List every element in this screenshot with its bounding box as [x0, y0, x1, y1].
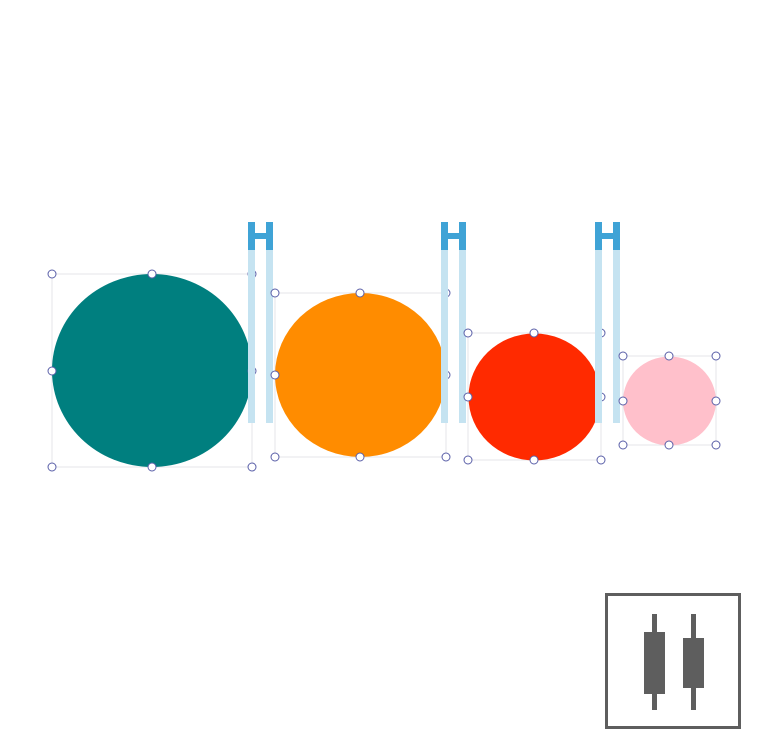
guide-bar-left	[441, 250, 448, 423]
handle-sw[interactable]	[48, 463, 56, 471]
handle-sw[interactable]	[619, 441, 627, 449]
handle-n[interactable]	[356, 289, 364, 297]
circle-pink[interactable]	[623, 357, 716, 446]
guide-bar-right	[613, 250, 620, 423]
handle-se[interactable]	[597, 456, 605, 464]
circle-teal[interactable]	[52, 274, 252, 467]
handle-nw[interactable]	[619, 352, 627, 360]
spacing-guide-icon	[248, 222, 273, 250]
shape-circle-orange[interactable]	[271, 289, 450, 461]
handle-se[interactable]	[442, 453, 450, 461]
spacing-guide-1	[248, 222, 273, 423]
spacing-guide-icon	[441, 222, 466, 250]
shape-circle-pink[interactable]	[619, 352, 720, 449]
handle-se[interactable]	[248, 463, 256, 471]
handle-n[interactable]	[530, 329, 538, 337]
handle-ne[interactable]	[712, 352, 720, 360]
handle-e[interactable]	[712, 397, 720, 405]
spacing-guide-icon	[595, 222, 620, 250]
circle-orange[interactable]	[275, 293, 446, 457]
handle-se[interactable]	[712, 441, 720, 449]
handle-w[interactable]	[464, 393, 472, 401]
handle-nw[interactable]	[464, 329, 472, 337]
handle-s[interactable]	[148, 463, 156, 471]
spacing-guide-3	[595, 222, 620, 423]
handle-s[interactable]	[356, 453, 364, 461]
guide-bar-right	[266, 250, 273, 423]
handle-n[interactable]	[148, 270, 156, 278]
shape-circle-red[interactable]	[464, 329, 605, 464]
guide-bar-left	[248, 250, 255, 423]
handle-w[interactable]	[48, 367, 56, 375]
handle-n[interactable]	[665, 352, 673, 360]
handle-s[interactable]	[530, 456, 538, 464]
handle-nw[interactable]	[271, 289, 279, 297]
handle-w[interactable]	[619, 397, 627, 405]
handle-w[interactable]	[271, 371, 279, 379]
handle-s[interactable]	[665, 441, 673, 449]
shape-circle-teal[interactable]	[48, 270, 256, 471]
handle-sw[interactable]	[464, 456, 472, 464]
handle-nw[interactable]	[48, 270, 56, 278]
distribute-horizontal-button[interactable]	[605, 593, 741, 729]
distribute-horizontal-icon	[608, 596, 738, 726]
guide-bar-left	[595, 250, 602, 423]
handle-sw[interactable]	[271, 453, 279, 461]
spacing-guide-2	[441, 222, 466, 423]
circle-red[interactable]	[469, 334, 601, 461]
